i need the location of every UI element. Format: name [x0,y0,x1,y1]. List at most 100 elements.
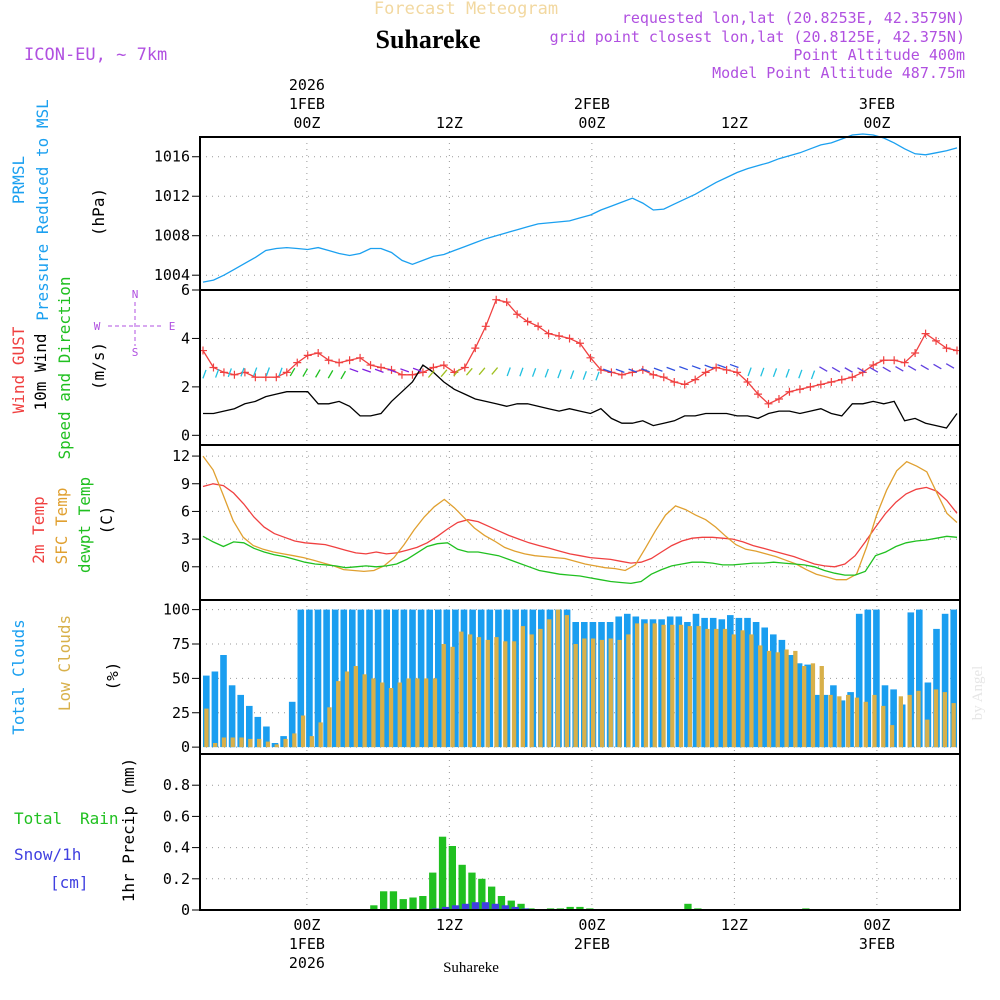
wind-arrow [603,368,612,373]
y-tick-label: 1016 [154,148,190,166]
y-tick-label: 2 [181,378,190,396]
bar-low-clouds [758,645,763,748]
bar-total-clouds [392,609,399,748]
wind-arrow [933,363,942,370]
top-time-label: 3FEB [859,95,895,113]
bar-snow-1h [461,903,470,910]
wind-arrow [519,367,524,377]
point-altitude: Point Altitude 400m [793,46,965,64]
bar-total-clouds [709,617,717,748]
bar-low-clouds [257,738,262,748]
wind-arrow [666,366,676,372]
bar-low-clouds [626,634,631,748]
bar-low-clouds [476,637,482,748]
gust-marker [345,356,354,365]
bar-low-clouds [213,743,218,748]
gust-marker [586,353,595,362]
bar-total-clouds [692,613,700,748]
temp-sfc-label: SFC Temp [52,487,71,564]
bar-total-clouds [847,692,854,748]
wind-arrow [641,368,650,373]
bar-low-clouds [907,694,912,748]
bar-total-clouds [752,622,760,748]
series-line-dewpt-temp [202,535,958,585]
wind-arrow [810,370,816,380]
pressure-unit: (hPa) [89,188,108,236]
compass-s: S [132,346,139,359]
bottom-time-axis: 00Z1FEB202612Z00Z2FEB12Z00Z3FEB12Z [289,916,895,972]
y-tick-label: 3 [181,530,190,548]
bar-total-clouds [761,627,768,748]
bar-total-clouds [220,655,227,748]
bar-total-clouds [701,617,708,748]
bar-total-clouds [297,609,305,748]
temperature-panel: 2m Temp SFC Temp dewpt Temp (C) 0 3 6 9 12 [29,444,961,601]
series-line-10m-wind [203,364,958,429]
gust-marker [712,363,721,372]
total-label: Total [14,809,62,828]
rain-label: Rain [80,809,119,828]
gust-marker [209,363,218,372]
gust-marker [816,380,825,389]
clouds-unit: (%) [103,662,122,691]
bar-low-clouds [432,678,438,748]
gust-marker [523,317,532,326]
bar-low-clouds [511,641,517,748]
wind-panel: Wind GUST 10m Wind Speed and Direction (… [9,276,961,460]
bar-low-clouds [802,666,807,748]
gust-marker [743,378,752,387]
bar-total-clouds [426,609,433,748]
bar-low-clouds [265,741,271,748]
panel-frame [199,444,961,601]
y-tick-label: 0.8 [163,776,190,794]
wind-arrow [582,371,587,380]
bar-snow-1h [501,905,510,910]
bar-total-clouds [864,609,872,748]
gust-marker [848,373,857,382]
snow-unit-label: [cm] [50,873,89,892]
gust-marker [911,348,920,357]
bar-total-rain [389,891,398,910]
gust-marker [251,373,260,382]
bar-total-clouds [770,634,777,748]
y-tick-label: 0.4 [163,839,190,857]
gust-marker [701,368,710,377]
gust-marker [460,363,469,372]
wind-arrow [785,368,790,378]
bar-total-clouds [890,689,897,748]
wind-arrow [265,367,271,377]
wind-unit: (m/s) [89,342,108,390]
faded-title: Forecast Meteogram [374,0,558,19]
bar-low-clouds [670,624,675,748]
bar-low-clouds [397,682,402,748]
bar-low-clouds [837,696,842,748]
bar-low-clouds [371,678,376,748]
bar-total-rain [448,846,456,910]
series-line-wind-gust [202,298,958,405]
bottom-time-label: 1FEB [289,935,325,953]
y-tick-label: 0.2 [163,870,190,888]
bar-low-clouds [854,697,860,748]
gust-marker [471,344,480,353]
series-line-2m-temp [202,483,958,568]
bar-total-clouds [744,617,751,748]
wind-arrow [327,370,334,379]
panel-frame [199,136,961,291]
bar-total-clouds [684,622,691,748]
gust-marker [795,385,804,394]
gust-marker [754,390,763,399]
bar-total-clouds [383,609,390,748]
y-tick-label: 4 [181,329,190,347]
total-clouds-label: Total Clouds [9,619,28,735]
wind-arrow [214,368,220,378]
wind-arrow [412,367,422,372]
footer-location: Suhareke [443,960,499,976]
bar-total-rain [370,905,378,910]
bar-total-clouds [237,694,244,748]
gust-marker [377,363,386,372]
bar-total-clouds [306,609,313,748]
bar-low-clouds [529,634,534,748]
gust-marker [335,358,344,367]
gust-marker [774,394,783,403]
bottom-time-label: 2026 [289,954,325,972]
